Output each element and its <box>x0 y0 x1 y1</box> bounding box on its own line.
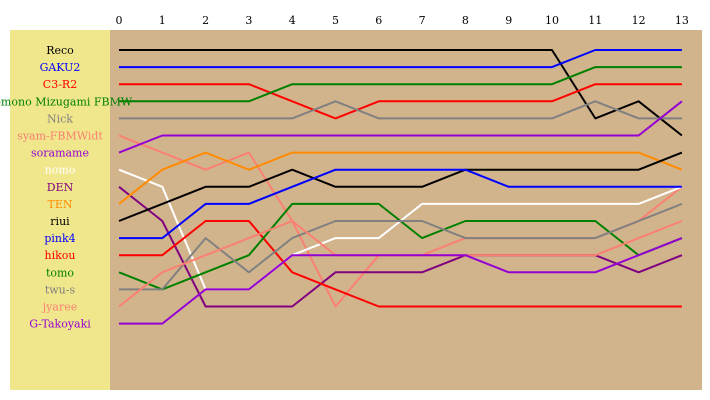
x-tick-label: 3 <box>245 14 252 27</box>
x-axis-ticks: 0 1 2 3 4 5 6 7 8 9 10 11 12 13 <box>116 14 689 27</box>
series-line <box>118 100 683 154</box>
legend-panel <box>10 30 110 390</box>
series-line <box>119 202 683 291</box>
legend-entry: jyaree <box>41 301 77 314</box>
x-tick-label: 9 <box>505 14 512 27</box>
x-tick-label: 2 <box>202 14 209 27</box>
legend-entry: hikou <box>45 249 76 262</box>
x-tick-label: 10 <box>545 14 559 27</box>
series-line <box>118 151 683 205</box>
legend-entry: riui <box>50 215 70 228</box>
legend-entry: pink4 <box>44 232 75 245</box>
legend-entry: DEN <box>47 181 74 194</box>
plot-background <box>110 30 702 390</box>
x-tick-label: 4 <box>289 14 296 27</box>
series-line <box>118 151 683 222</box>
x-tick-label: 0 <box>116 14 123 27</box>
series-line <box>119 66 682 103</box>
x-tick-label: 7 <box>419 14 426 27</box>
legend-entry: Reco <box>46 44 74 57</box>
series-line <box>119 49 683 137</box>
legend-entry: TEN <box>48 198 73 211</box>
series-line <box>119 168 682 240</box>
legend-entry: nomo <box>45 164 76 177</box>
legend-entry: syam-FBMWidt <box>17 130 103 143</box>
series-line <box>119 100 682 120</box>
legend-entry: Nick <box>47 112 73 125</box>
legend-entry: soramame <box>31 147 89 160</box>
legend-entry: C3-R2 <box>43 78 77 91</box>
legend-entry: G-Takoyaki <box>29 318 91 331</box>
x-tick-label: 12 <box>632 14 646 27</box>
legend-entry: twu-s <box>45 283 76 296</box>
legend-entry: tomo <box>46 266 74 279</box>
legend-entry: GAKU2 <box>40 61 81 74</box>
x-tick-label: 11 <box>588 14 602 27</box>
legend: Reco GAKU2 C3-R2 Tomono Mizugami FBMW Nick sy… <box>0 44 133 331</box>
series-line <box>119 49 682 69</box>
x-tick-label: 1 <box>159 14 166 27</box>
x-tick-label: 5 <box>332 14 339 27</box>
x-tick-label: 6 <box>375 14 382 27</box>
x-tick-label: 8 <box>462 14 469 27</box>
series-line <box>119 83 682 120</box>
series-line <box>119 237 683 325</box>
series-lines <box>118 49 683 325</box>
legend-entry: Tomono Mizugami FBMW <box>0 95 133 108</box>
series-line <box>119 220 682 308</box>
x-tick-label: 13 <box>675 14 689 27</box>
